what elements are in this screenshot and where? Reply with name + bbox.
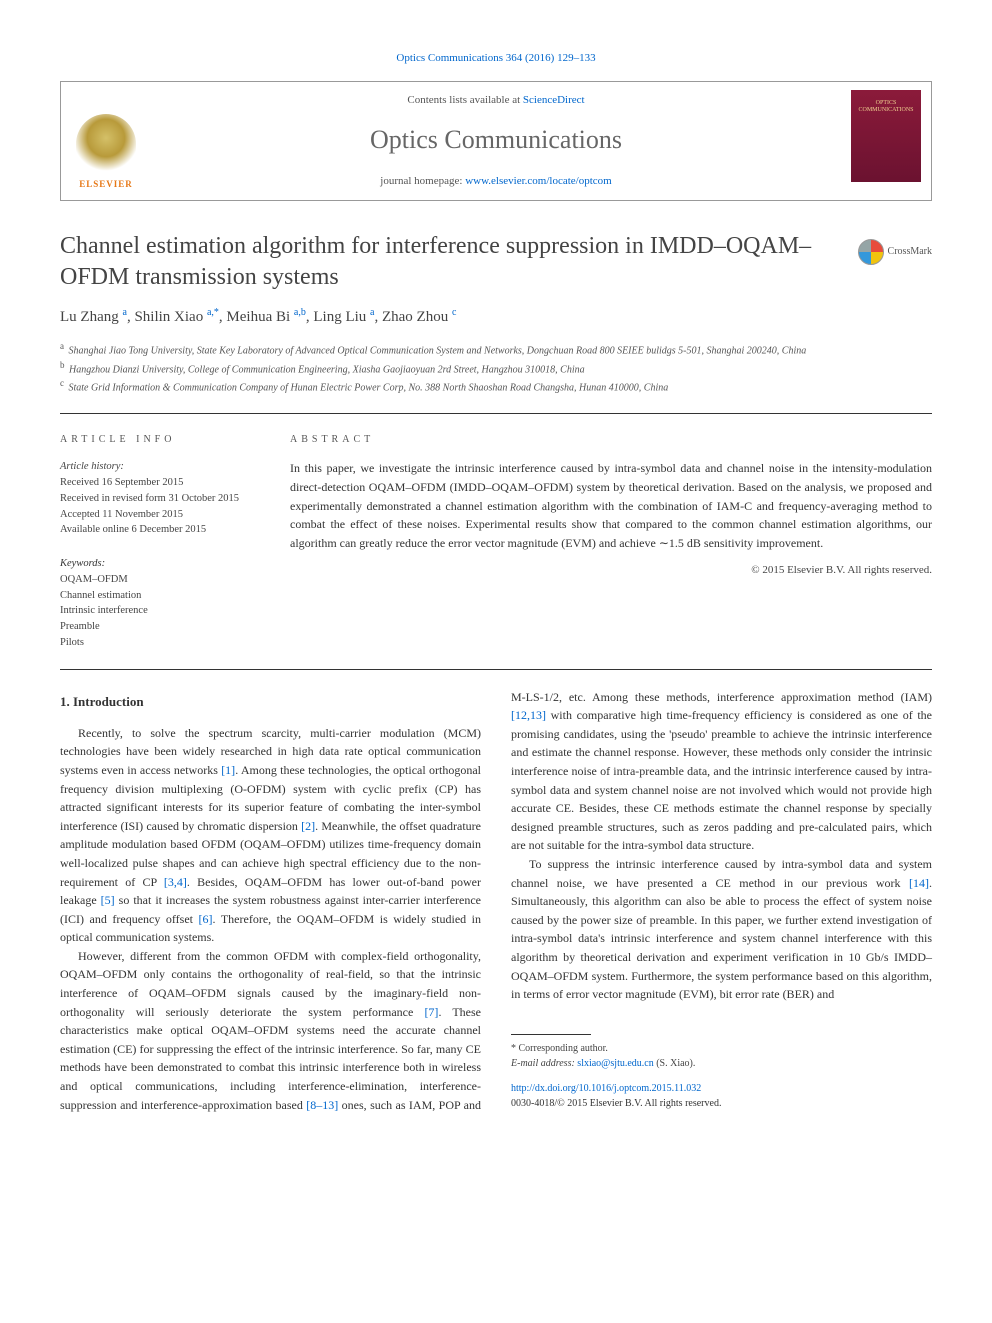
text-run: . These characteristics make optical OQA… <box>60 1005 481 1112</box>
affil-sup: b <box>60 360 65 370</box>
ref-link[interactable]: [1] <box>221 763 235 777</box>
journal-cover: OPTICS COMMUNICATIONS <box>851 90 921 182</box>
footnote-block: * Corresponding author. E-mail address: … <box>511 1034 932 1111</box>
history-label: Article history: <box>60 461 124 472</box>
publisher-logo-box: ELSEVIER <box>61 82 151 200</box>
journal-cover-box: OPTICS COMMUNICATIONS <box>841 82 931 200</box>
keyword: OQAM–OFDM <box>60 572 260 588</box>
author-name: Lu Zhang <box>60 309 119 325</box>
affil-text: Shanghai Jiao Tong University, State Key… <box>69 346 807 357</box>
issn-copyright: 0030-4018/© 2015 Elsevier B.V. All right… <box>511 1098 721 1109</box>
ref-link[interactable]: [12,13] <box>511 708 546 722</box>
affiliation-c: c State Grid Information & Communication… <box>60 377 932 395</box>
author-affil-link[interactable]: c <box>452 307 456 318</box>
affiliation-a: a Shanghai Jiao Tong University, State K… <box>60 340 932 358</box>
body-columns: 1. Introduction Recently, to solve the s… <box>60 688 932 1115</box>
ref-link[interactable]: [3,4] <box>164 875 187 889</box>
affil-sup: a <box>60 341 64 351</box>
author-4: Zhao Zhou c <box>382 309 456 325</box>
doi-link[interactable]: http://dx.doi.org/10.1016/j.optcom.2015.… <box>511 1083 701 1094</box>
ref-link[interactable]: [14] <box>909 876 929 890</box>
corresponding-author-note: * Corresponding author. <box>511 1041 932 1056</box>
author-name: Meihua Bi <box>226 309 290 325</box>
email-who: (S. Xiao). <box>654 1058 696 1069</box>
article-title: Channel estimation algorithm for interfe… <box>60 231 838 293</box>
footnote-separator <box>511 1034 591 1035</box>
ref-link[interactable]: [8–13] <box>306 1098 338 1112</box>
journal-header: ELSEVIER Contents lists available at Sci… <box>60 81 932 201</box>
affiliations: a Shanghai Jiao Tong University, State K… <box>60 340 932 395</box>
abstract-label: abstract <box>290 432 932 447</box>
author-affil-link[interactable]: a,* <box>207 307 219 318</box>
author-1: Shilin Xiao a,* <box>134 309 218 325</box>
keywords-label: Keywords: <box>60 558 105 569</box>
ref-link[interactable]: [7] <box>424 1005 438 1019</box>
history-online: Available online 6 December 2015 <box>60 524 206 535</box>
elsevier-tree-icon <box>76 114 136 174</box>
article-info-column: article info Article history: Received 1… <box>60 432 260 650</box>
journal-homepage-link[interactable]: www.elsevier.com/locate/optcom <box>465 175 612 187</box>
history-accepted: Accepted 11 November 2015 <box>60 509 183 520</box>
email-line: E-mail address: slxiao@sjtu.edu.cn (S. X… <box>511 1056 932 1071</box>
email-label: E-mail address: <box>511 1058 577 1069</box>
email-link[interactable]: slxiao@sjtu.edu.cn <box>577 1058 653 1069</box>
crossmark-icon <box>858 239 884 265</box>
crossmark-label: CrossMark <box>888 244 932 259</box>
keywords-list: OQAM–OFDM Channel estimation Intrinsic i… <box>60 572 260 651</box>
contents-lists-line: Contents lists available at ScienceDirec… <box>407 92 584 109</box>
sciencedirect-link[interactable]: ScienceDirect <box>523 94 585 106</box>
affil-text: Hangzhou Dianzi University, College of C… <box>69 364 585 375</box>
journal-name: Optics Communications <box>370 120 622 159</box>
intro-para-3: To suppress the intrinsic interference c… <box>511 855 932 1004</box>
rule-bottom <box>60 669 932 670</box>
authors-line: Lu Zhang a, Shilin Xiao a,*, Meihua Bi a… <box>60 305 932 329</box>
citation-line: Optics Communications 364 (2016) 129–133 <box>60 50 932 67</box>
article-info-label: article info <box>60 432 260 447</box>
keyword: Intrinsic interference <box>60 603 260 619</box>
author-0: Lu Zhang a <box>60 309 127 325</box>
cover-line1: OPTICS <box>876 100 897 106</box>
journal-cover-text: OPTICS COMMUNICATIONS <box>851 100 921 114</box>
author-affil-link[interactable]: a,b <box>294 307 306 318</box>
history-revised: Received in revised form 31 October 2015 <box>60 493 239 504</box>
contents-prefix: Contents lists available at <box>407 94 522 106</box>
text-run: To suppress the intrinsic interference c… <box>511 857 932 890</box>
crossmark-badge[interactable]: CrossMark <box>858 239 932 265</box>
article-history: Article history: Received 16 September 2… <box>60 459 260 538</box>
text-run: with comparative high time-frequency eff… <box>511 708 932 852</box>
doi-block: http://dx.doi.org/10.1016/j.optcom.2015.… <box>511 1081 932 1111</box>
header-center: Contents lists available at ScienceDirec… <box>151 82 841 200</box>
ref-link[interactable]: [6] <box>199 912 213 926</box>
author-name: Shilin Xiao <box>134 309 203 325</box>
text-run: . Simultaneously, this algorithm can als… <box>511 876 932 1002</box>
journal-homepage-line: journal homepage: www.elsevier.com/locat… <box>380 173 611 190</box>
homepage-prefix: journal homepage: <box>380 175 465 187</box>
author-name: Zhao Zhou <box>382 309 448 325</box>
keyword: Preamble <box>60 619 260 635</box>
keywords-block: Keywords: OQAM–OFDM Channel estimation I… <box>60 552 260 651</box>
affiliation-b: b Hangzhou Dianzi University, College of… <box>60 359 932 377</box>
text-run: However, different from the common OFDM … <box>60 949 481 1019</box>
elsevier-logo-text: ELSEVIER <box>79 178 133 192</box>
elsevier-logo: ELSEVIER <box>71 104 141 192</box>
affil-text: State Grid Information & Communication C… <box>69 382 669 393</box>
author-2: Meihua Bi a,b <box>226 309 305 325</box>
abstract-text: In this paper, we investigate the intrin… <box>290 459 932 552</box>
abstract-copyright: © 2015 Elsevier B.V. All rights reserved… <box>290 562 932 579</box>
rule-top <box>60 413 932 414</box>
author-affil-link[interactable]: a <box>122 307 126 318</box>
affil-sup: c <box>60 378 64 388</box>
keyword: Pilots <box>60 635 260 651</box>
abstract-column: abstract In this paper, we investigate t… <box>290 432 932 650</box>
cover-line2: COMMUNICATIONS <box>858 107 913 113</box>
keyword: Channel estimation <box>60 588 260 604</box>
author-name: Ling Liu <box>313 309 366 325</box>
section-heading-intro: 1. Introduction <box>60 692 481 712</box>
history-received: Received 16 September 2015 <box>60 477 183 488</box>
author-affil-link[interactable]: a <box>370 307 374 318</box>
ref-link[interactable]: [2] <box>301 819 315 833</box>
author-3: Ling Liu a <box>313 309 374 325</box>
ref-link[interactable]: [5] <box>101 893 115 907</box>
intro-para-1: Recently, to solve the spectrum scarcity… <box>60 724 481 947</box>
